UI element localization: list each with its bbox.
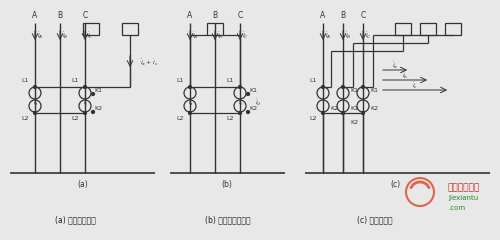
Text: 电工技术之家: 电工技术之家 [448,184,480,192]
Text: B: B [212,12,218,20]
Text: C: C [360,12,366,20]
Text: $\dot{i}_B$: $\dot{i}_B$ [217,30,224,41]
Circle shape [322,112,324,114]
Circle shape [342,85,344,89]
Text: L1: L1 [72,78,78,83]
Text: $\dot{i}_a+\dot{i}_c$: $\dot{i}_a+\dot{i}_c$ [140,58,158,68]
Text: $\dot{i}_C$: $\dot{i}_C$ [365,30,372,41]
Text: C: C [82,12,87,20]
Text: A: A [320,12,326,20]
Text: L1: L1 [176,78,184,83]
Circle shape [246,92,250,96]
Text: A: A [32,12,38,20]
Text: .com: .com [448,205,465,211]
Text: $\dot{i}_a$: $\dot{i}_a$ [188,98,194,108]
Text: K2: K2 [370,106,378,110]
Text: (a): (a) [77,180,88,190]
Text: K2: K2 [94,106,102,110]
Circle shape [238,112,242,114]
Text: $\dot{i}_a$: $\dot{i}_a$ [392,61,398,71]
Text: (c) 三相接线图: (c) 三相接线图 [357,216,393,224]
Text: $\dot{i}_A$: $\dot{i}_A$ [192,30,198,41]
Text: $\dot{i}_c$: $\dot{i}_c$ [412,81,418,91]
Text: K2: K2 [249,106,257,110]
Text: K2: K2 [330,106,338,110]
Circle shape [322,85,324,89]
Circle shape [188,85,192,89]
Text: (a) 两相星形接线: (a) 两相星形接线 [54,216,96,224]
Circle shape [34,112,36,114]
Bar [207,23,223,35]
Text: $\dot{i}_b$: $\dot{i}_b$ [402,71,408,81]
Text: B: B [340,12,345,20]
Text: L2: L2 [226,115,234,120]
Text: K2: K2 [350,120,358,126]
Text: L2: L2 [176,115,184,120]
Circle shape [92,92,94,96]
Text: $\dot{i}_d$: $\dot{i}_d$ [255,98,262,108]
Circle shape [362,112,364,114]
Text: jiexiantu: jiexiantu [448,195,478,201]
Circle shape [246,110,250,114]
Text: K1: K1 [94,89,102,94]
Text: $\dot{i}_A$: $\dot{i}_A$ [325,30,332,41]
Text: C: C [238,12,242,20]
Text: L1: L1 [310,78,316,83]
Circle shape [92,110,94,114]
Text: K1: K1 [350,89,358,94]
Text: (c): (c) [390,180,400,190]
Text: K1: K1 [249,89,257,94]
Text: L2: L2 [309,115,317,120]
Bar [122,23,138,35]
Text: A: A [188,12,192,20]
Circle shape [342,112,344,114]
Text: L2: L2 [72,115,79,120]
Text: $\dot{i}_a$: $\dot{i}_a$ [33,98,39,108]
Text: $\dot{i}_c$: $\dot{i}_c$ [238,98,244,108]
Circle shape [238,85,242,89]
Text: L1: L1 [22,78,29,83]
Text: L1: L1 [226,78,234,83]
Bar [420,23,436,35]
Text: $\dot{i}_C$: $\dot{i}_C$ [242,30,249,41]
Text: (b) 两相电流差接线: (b) 两相电流差接线 [205,216,251,224]
Circle shape [362,85,364,89]
Text: $\dot{i}_B$: $\dot{i}_B$ [62,30,68,41]
Text: $\dot{i}_B$: $\dot{i}_B$ [345,30,352,41]
Bar [395,23,411,35]
Circle shape [84,112,86,114]
Text: K1: K1 [370,89,378,94]
Circle shape [84,85,86,89]
Text: $\dot{i}_c$: $\dot{i}_c$ [83,98,89,108]
Text: $\dot{i}_C$: $\dot{i}_C$ [87,30,94,41]
Circle shape [34,85,36,89]
Bar [83,23,99,35]
Text: K1: K1 [350,106,358,110]
Text: B: B [58,12,62,20]
Text: (b): (b) [222,180,232,190]
Bar [445,23,461,35]
Text: $\dot{i}_A$: $\dot{i}_A$ [37,30,44,41]
Text: L2: L2 [21,115,29,120]
Circle shape [188,112,192,114]
